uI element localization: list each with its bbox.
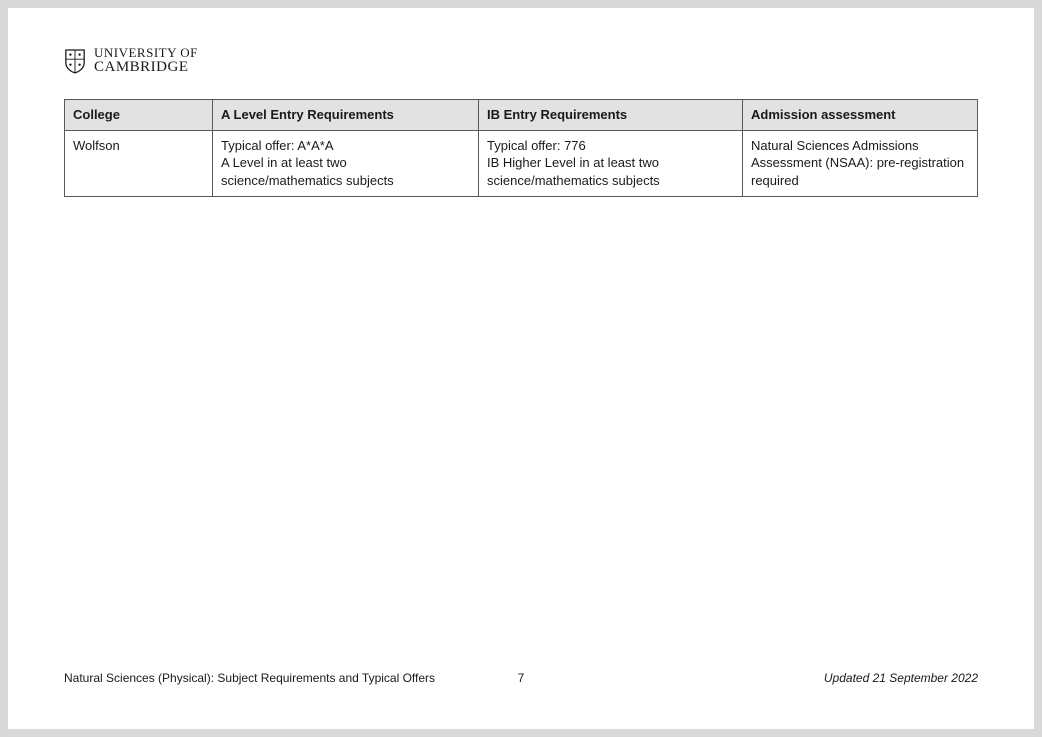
wordmark-line2: CAMBRIDGE: [94, 60, 198, 76]
table-row: Wolfson Typical offer: A*A*A A Level in …: [65, 130, 978, 196]
col-assessment: Admission assessment: [743, 100, 978, 131]
cell-line: Natural Sciences Admissions: [751, 137, 969, 155]
table-header-row: College A Level Entry Requirements IB En…: [65, 100, 978, 131]
cell-line: Typical offer: 776: [487, 137, 734, 155]
cambridge-shield-icon: [64, 48, 86, 74]
cell-line: IB Higher Level in at least two: [487, 154, 734, 172]
cell-line: required: [751, 172, 969, 190]
footer-page-number: 7: [518, 671, 525, 685]
footer-left: Natural Sciences (Physical): Subject Req…: [64, 671, 435, 685]
col-alevel: A Level Entry Requirements: [213, 100, 479, 131]
cell-line: science/mathematics subjects: [221, 172, 470, 190]
header-logo: UNIVERSITY OF CAMBRIDGE: [64, 46, 978, 75]
cambridge-wordmark: UNIVERSITY OF CAMBRIDGE: [94, 46, 198, 75]
cell-ib: Typical offer: 776 IB Higher Level in at…: [479, 130, 743, 196]
cell-line: Typical offer: A*A*A: [221, 137, 470, 155]
cell-college: Wolfson: [65, 130, 213, 196]
document-page: UNIVERSITY OF CAMBRIDGE College A Level …: [8, 8, 1034, 729]
requirements-table: College A Level Entry Requirements IB En…: [64, 99, 978, 196]
cell-line: science/mathematics subjects: [487, 172, 734, 190]
wordmark-line1: UNIVERSITY OF: [94, 46, 198, 60]
col-ib: IB Entry Requirements: [479, 100, 743, 131]
cell-line: A Level in at least two: [221, 154, 470, 172]
page-footer: Natural Sciences (Physical): Subject Req…: [64, 671, 978, 685]
cell-line: Assessment (NSAA): pre-registration: [751, 154, 969, 172]
cell-alevel: Typical offer: A*A*A A Level in at least…: [213, 130, 479, 196]
cell-assessment: Natural Sciences Admissions Assessment (…: [743, 130, 978, 196]
footer-updated: Updated 21 September 2022: [824, 671, 978, 685]
col-college: College: [65, 100, 213, 131]
